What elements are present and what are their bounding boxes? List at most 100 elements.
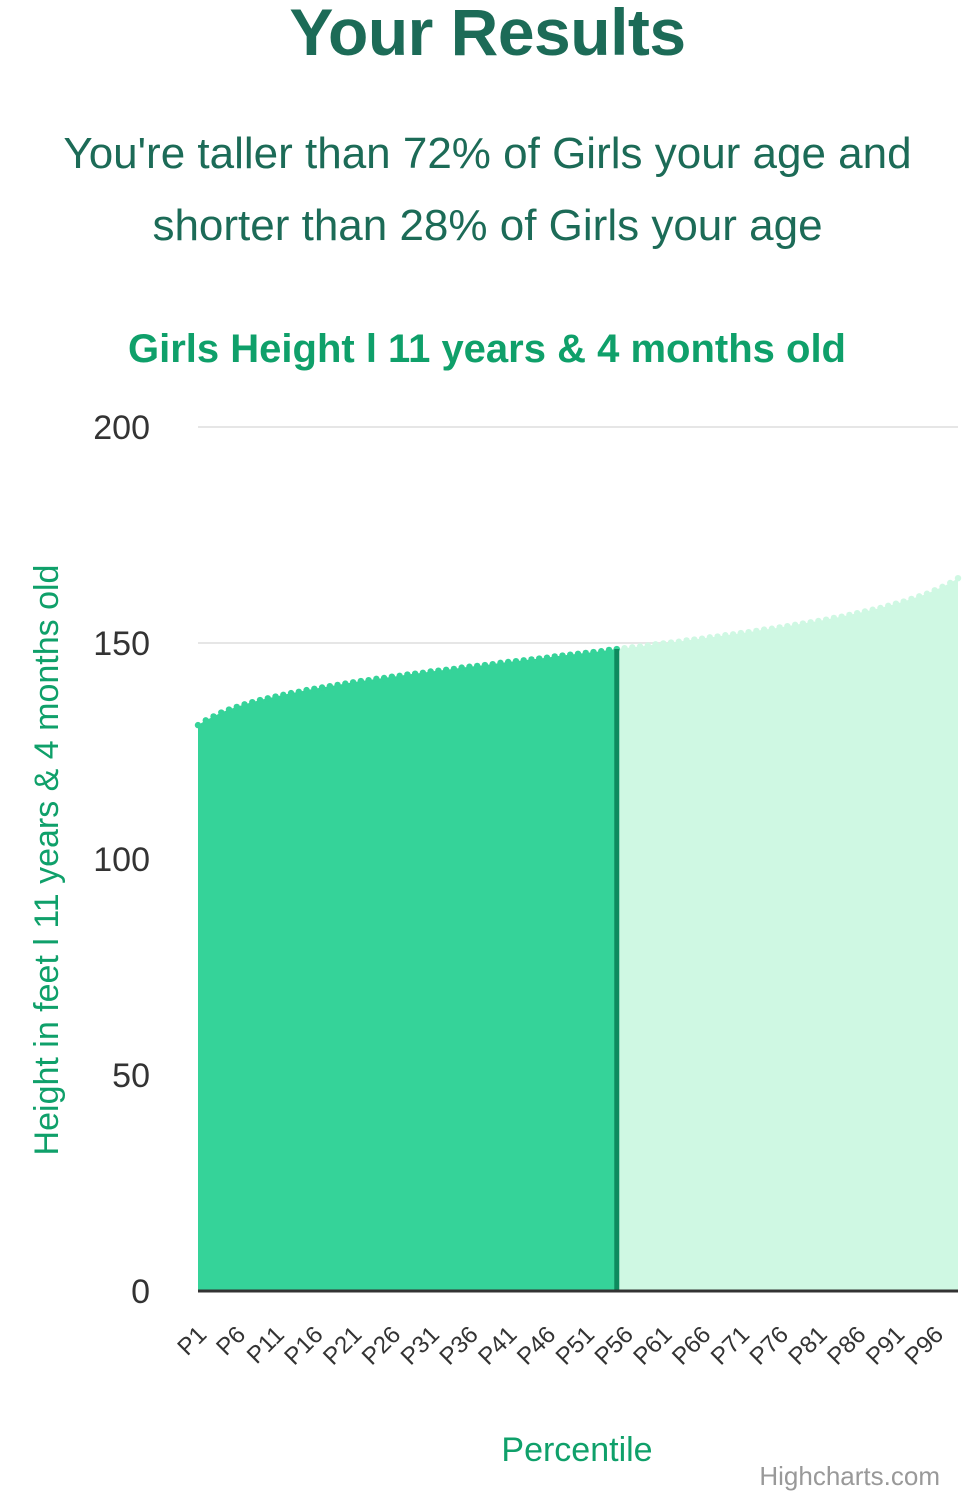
data-point[interactable] [404,671,411,678]
data-point[interactable] [419,669,427,677]
data-point[interactable] [210,713,217,720]
data-point[interactable] [861,608,869,615]
data-point[interactable] [923,590,931,597]
data-point[interactable] [807,619,814,626]
data-point[interactable] [194,721,202,729]
data-point[interactable] [629,644,636,651]
area-above-height[interactable] [616,578,958,1291]
data-point[interactable] [326,683,334,690]
data-point[interactable] [264,695,271,702]
data-point[interactable] [551,653,558,660]
data-point[interactable] [908,595,915,603]
data-point[interactable] [722,632,729,639]
data-point[interactable] [225,706,233,713]
data-point[interactable] [853,609,861,617]
data-point[interactable] [652,641,659,648]
data-point[interactable] [567,651,574,658]
data-point[interactable] [272,693,279,700]
data-point[interactable] [729,631,737,638]
data-point[interactable] [784,622,791,630]
data-point[interactable] [900,598,907,605]
data-point[interactable] [342,680,349,687]
data-point[interactable] [388,673,396,680]
data-point[interactable] [667,639,675,646]
data-point[interactable] [954,575,962,582]
data-point[interactable] [846,611,853,619]
data-point[interactable] [776,624,783,631]
data-point[interactable] [574,650,582,657]
data-point[interactable] [233,703,240,711]
data-point[interactable] [435,667,442,674]
data-point[interactable] [396,672,403,680]
data-point[interactable] [249,698,256,706]
data-point[interactable] [791,621,799,629]
data-point[interactable] [644,642,651,649]
data-point[interactable] [442,666,450,673]
data-point[interactable] [380,674,388,682]
data-point[interactable] [373,675,380,683]
data-point[interactable] [683,637,690,644]
data-point[interactable] [869,606,876,613]
data-point[interactable] [280,691,287,699]
data-point[interactable] [520,657,527,664]
data-point[interactable] [287,689,295,697]
data-point[interactable] [660,640,667,647]
credits-link[interactable]: Highcharts.com [759,1461,940,1491]
data-point[interactable] [543,654,551,661]
data-point[interactable] [753,627,760,635]
data-point[interactable] [939,583,946,591]
plot-area[interactable] [194,575,962,1291]
data-point[interactable] [947,579,954,587]
data-point[interactable] [473,662,481,670]
data-point[interactable] [450,665,458,673]
data-point[interactable] [931,587,938,594]
data-point[interactable] [698,635,706,642]
data-point[interactable] [489,660,496,668]
data-point[interactable] [497,659,504,667]
data-point[interactable] [218,709,225,716]
data-point[interactable] [885,602,892,610]
data-point[interactable] [295,688,303,696]
data-point[interactable] [745,629,752,636]
area-below-height[interactable] [198,649,617,1291]
data-point[interactable] [466,663,473,670]
data-point[interactable] [691,636,698,643]
data-point[interactable] [799,620,807,627]
data-point[interactable] [822,616,830,623]
data-point[interactable] [675,638,683,645]
data-point[interactable] [536,655,543,662]
data-point[interactable] [505,658,512,666]
data-point[interactable] [528,656,535,663]
data-point[interactable] [256,696,264,704]
data-point[interactable] [838,613,845,620]
data-point[interactable] [892,600,900,607]
data-point[interactable] [590,648,597,656]
data-point[interactable] [357,677,365,685]
data-point[interactable] [512,657,520,665]
data-point[interactable] [706,634,714,641]
data-point[interactable] [334,681,341,689]
data-point[interactable] [598,648,605,655]
data-point[interactable] [365,676,372,684]
data-point[interactable] [714,633,721,640]
data-point[interactable] [349,679,357,686]
data-point[interactable] [559,652,566,659]
data-point[interactable] [916,593,923,600]
data-point[interactable] [737,629,745,637]
data-point[interactable] [636,643,644,650]
data-point[interactable] [877,604,884,612]
data-point[interactable] [303,686,310,694]
data-point[interactable] [311,685,318,692]
data-point[interactable] [427,668,434,675]
data-point[interactable] [481,661,489,669]
data-point[interactable] [768,625,776,632]
data-point[interactable] [458,664,465,671]
data-point[interactable] [411,670,419,677]
data-point[interactable] [202,717,209,724]
data-point[interactable] [241,701,248,708]
data-point[interactable] [605,646,613,654]
data-point[interactable] [815,617,822,625]
data-point[interactable] [582,649,589,657]
data-point[interactable] [318,684,326,691]
data-point[interactable] [760,626,768,633]
